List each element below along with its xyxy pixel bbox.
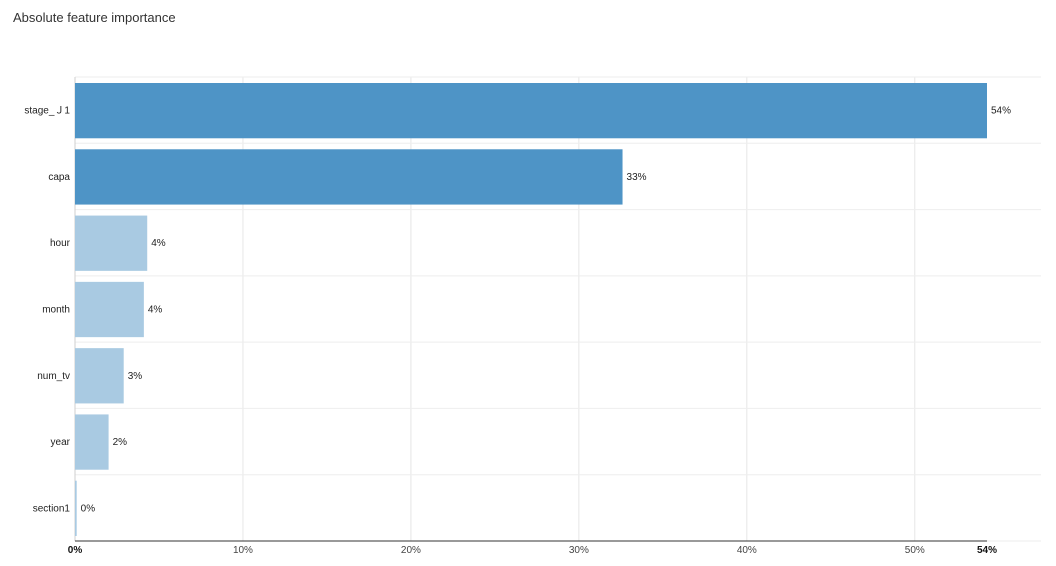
bar — [75, 83, 987, 139]
data-label: 0% — [81, 503, 96, 514]
category-label: capa — [48, 172, 70, 183]
data-label: 33% — [627, 172, 647, 183]
category-label: section1 — [33, 503, 71, 514]
bars — [75, 83, 987, 536]
x-tick-label: 0% — [68, 545, 83, 556]
data-label: 4% — [148, 305, 163, 316]
bar — [75, 414, 109, 470]
category-label: hour — [50, 238, 71, 249]
category-label: year — [51, 437, 71, 448]
category-label: month — [42, 305, 70, 316]
x-tick-label: 40% — [737, 545, 757, 556]
data-label: 3% — [128, 371, 143, 382]
bar — [75, 348, 124, 404]
data-label: 2% — [113, 437, 128, 448]
bar — [75, 480, 77, 536]
x-tick-label: 50% — [905, 545, 925, 556]
x-tick-label-end: 54% — [977, 545, 997, 556]
category-label: num_tv — [37, 371, 70, 382]
data-labels: 54% 33% 4% 4% 3% 2% 0% — [81, 106, 1011, 515]
bar — [75, 281, 144, 338]
bar — [75, 149, 623, 205]
data-label: 54% — [991, 106, 1011, 117]
bar — [75, 215, 148, 271]
data-label: 4% — [151, 238, 166, 249]
x-tick-label: 30% — [569, 545, 589, 556]
x-tick-label: 10% — [233, 545, 253, 556]
chart-title: Absolute feature importance — [13, 10, 176, 25]
category-label: stage_Ｊ1 — [24, 106, 70, 117]
x-tick-label: 20% — [401, 545, 421, 556]
grid-lines — [74, 76, 1041, 542]
x-axis: 0% 10% 20% 30% 40% 50% 54% — [68, 540, 997, 556]
